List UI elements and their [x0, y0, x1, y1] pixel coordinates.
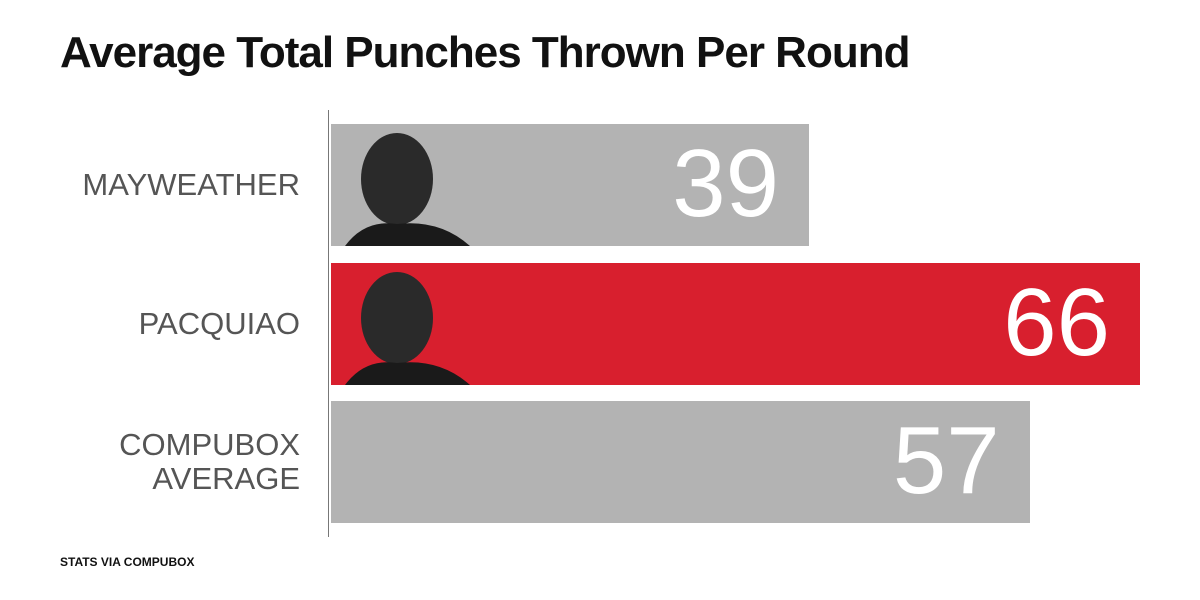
value-label: 57	[892, 407, 1000, 514]
category-label: PACQUIAO	[138, 305, 300, 341]
fighter-photo	[345, 271, 470, 385]
value-label: 39	[672, 130, 780, 237]
source-note: STATS VIA COMPUBOX	[60, 555, 195, 569]
category-label: COMPUBOX AVERAGE	[119, 427, 300, 496]
axis-line	[328, 110, 329, 537]
bar	[331, 262, 1140, 385]
bar	[331, 401, 1030, 523]
fighter-photo	[345, 133, 470, 246]
chart-title: Average Total Punches Thrown Per Round	[60, 28, 910, 77]
category-label: MAYWEATHER	[82, 167, 300, 202]
value-label: 66	[1003, 268, 1110, 376]
